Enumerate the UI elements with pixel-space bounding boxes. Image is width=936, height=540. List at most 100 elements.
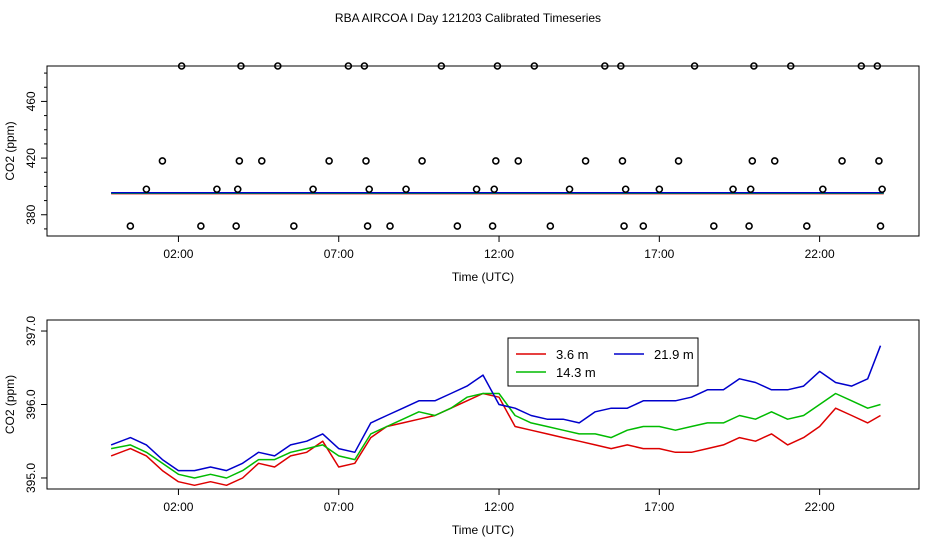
scatter-point xyxy=(493,62,502,70)
scatter-point xyxy=(363,222,372,230)
figure-title: RBA AIRCOA I Day 121203 Calibrated Times… xyxy=(335,11,601,25)
scatter-point xyxy=(233,185,242,194)
top-y-axis-label: CO2 (ppm) xyxy=(3,121,17,180)
scatter-point xyxy=(655,185,664,194)
scatter-point xyxy=(620,222,628,230)
bottom-y-axis-label: CO2 (ppm) xyxy=(3,375,17,434)
top-y-axis: 380 420 460 xyxy=(24,72,47,230)
series-line-3-6-m xyxy=(110,392,881,487)
scatter-point xyxy=(472,185,481,194)
scatter-point xyxy=(748,157,757,165)
scatter-point xyxy=(290,222,298,230)
legend-label-14-3m: 14.3 m xyxy=(556,365,596,380)
x-tick-label: 22:00 xyxy=(805,500,835,514)
bottom-x-axis-label: Time (UTC) xyxy=(452,523,514,537)
legend-label-21-9m: 21.9 m xyxy=(654,347,694,362)
scatter-point xyxy=(344,62,353,70)
scatter-point xyxy=(878,185,886,194)
bottom-panel: 02:00 07:00 12:00 17:00 22:00 395.0 396.0 397.… xyxy=(3,316,920,537)
x-tick-label: 12:00 xyxy=(484,247,514,261)
scatter-point xyxy=(729,185,737,194)
x-tick-label: 02:00 xyxy=(163,247,193,261)
scatter-point xyxy=(453,222,462,230)
scatter-point xyxy=(488,222,497,230)
scatter-point xyxy=(601,62,609,70)
scatter-point xyxy=(745,222,753,230)
scatter-point xyxy=(530,62,539,70)
y-tick-label: 395.0 xyxy=(24,463,38,493)
x-tick-label: 17:00 xyxy=(644,500,674,514)
bottom-y-axis: 395.0 396.0 397.0 xyxy=(24,316,47,493)
scatter-point xyxy=(802,222,811,230)
scatter-point xyxy=(621,185,630,194)
top-x-axis: 02:00 07:00 12:00 17:00 22:00 xyxy=(163,236,835,261)
legend-box xyxy=(507,337,699,387)
scatter-point xyxy=(365,185,373,194)
scatter-point xyxy=(235,157,244,165)
y-tick-label: 380 xyxy=(24,204,38,224)
scatter-point xyxy=(876,222,885,230)
scatter-point xyxy=(617,62,625,70)
top-series-lines xyxy=(111,192,884,195)
scatter-point xyxy=(386,222,394,230)
scatter-point xyxy=(437,62,446,70)
scatter-point xyxy=(126,222,135,230)
y-tick-label: 460 xyxy=(24,91,38,111)
scatter-point xyxy=(710,222,718,230)
scatter-point xyxy=(690,62,699,70)
scatter-point xyxy=(490,185,499,194)
series-line-21-9-m xyxy=(110,345,882,472)
scatter-point xyxy=(581,157,590,165)
top-panel: 02:00 07:00 12:00 17:00 22:00 380 420 460 Time… xyxy=(3,62,920,284)
scatter-point xyxy=(158,157,167,165)
x-tick-label: 02:00 xyxy=(163,500,193,514)
scatter-point xyxy=(674,157,683,165)
scatter-point xyxy=(402,185,410,194)
scatter-point xyxy=(857,62,866,70)
scatter-point xyxy=(237,62,245,70)
bottom-x-axis: 02:00 07:00 12:00 17:00 22:00 xyxy=(163,489,835,514)
scatter-point xyxy=(875,157,883,165)
scatter-point xyxy=(232,222,240,230)
scatter-point xyxy=(786,62,795,70)
scatter-point xyxy=(309,185,317,194)
scatter-point xyxy=(362,157,370,165)
x-tick-label: 07:00 xyxy=(324,247,354,261)
scatter-point xyxy=(492,157,500,165)
x-tick-label: 07:00 xyxy=(324,500,354,514)
scatter-point xyxy=(257,157,266,165)
bottom-series-lines xyxy=(110,345,882,487)
x-tick-label: 12:00 xyxy=(484,500,514,514)
scatter-point xyxy=(873,62,882,70)
series-line-14-3-m xyxy=(110,392,881,479)
scatter-point xyxy=(514,157,523,165)
legend-label-3-6m: 3.6 m xyxy=(556,347,589,362)
top-plot-frame xyxy=(46,65,920,237)
scatter-point xyxy=(197,222,205,230)
y-tick-label: 397.0 xyxy=(24,316,38,346)
scatter-point xyxy=(838,157,846,165)
scatter-point xyxy=(565,185,574,194)
scatter-point xyxy=(750,62,758,70)
scatter-point xyxy=(770,157,779,165)
scatter-point xyxy=(213,185,221,194)
scatter-point xyxy=(819,185,827,194)
scatter-point xyxy=(142,185,151,194)
x-tick-label: 22:00 xyxy=(805,247,835,261)
scatter-point xyxy=(177,62,186,70)
scatter-point xyxy=(360,62,369,70)
scatter-point xyxy=(546,222,555,230)
bottom-plot-frame xyxy=(46,319,920,490)
scatter-point xyxy=(618,157,627,165)
y-tick-label: 396.0 xyxy=(24,389,38,419)
scatter-point xyxy=(746,185,755,194)
top-scatter-points xyxy=(126,62,886,230)
scatter-point xyxy=(274,62,282,70)
y-tick-label: 420 xyxy=(24,148,38,168)
scatter-point xyxy=(325,157,333,165)
scatter-point xyxy=(639,222,648,230)
x-tick-label: 17:00 xyxy=(644,247,674,261)
top-x-axis-label: Time (UTC) xyxy=(452,270,514,284)
legend: 3.6 m 14.3 m 21.9 m xyxy=(507,337,699,387)
